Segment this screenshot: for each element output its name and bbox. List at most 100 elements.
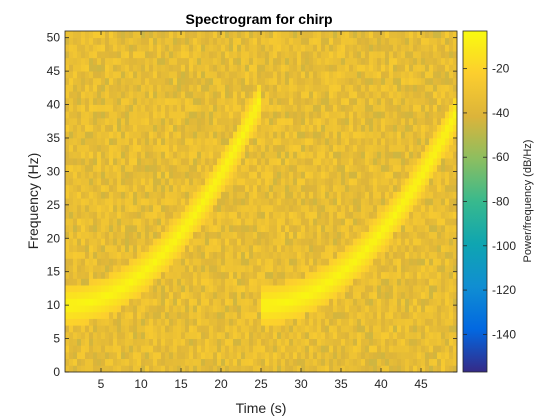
heatmap-cell: [357, 37, 362, 45]
heatmap-cell: [105, 158, 110, 166]
heatmap-cell: [225, 124, 230, 132]
heatmap-cell: [81, 131, 86, 139]
heatmap-cell: [269, 258, 274, 266]
heatmap-cell: [445, 198, 450, 206]
heatmap-cell: [205, 351, 210, 360]
heatmap-cell: [85, 184, 90, 192]
heatmap-cell: [281, 71, 286, 79]
heatmap-cell: [229, 224, 234, 232]
heatmap-cell: [233, 311, 238, 319]
heatmap-cell: [329, 218, 334, 226]
heatmap-cell: [153, 178, 158, 186]
heatmap-cell: [317, 158, 322, 166]
heatmap-cell: [365, 37, 370, 45]
heatmap-cell: [97, 298, 102, 306]
heatmap-cell: [297, 144, 302, 152]
heatmap-cell: [353, 91, 358, 99]
heatmap-cell: [369, 171, 374, 179]
heatmap-cell: [357, 231, 362, 239]
heatmap-cell: [281, 171, 286, 179]
heatmap-cell: [213, 265, 218, 273]
heatmap-cell: [109, 131, 114, 139]
heatmap-cell: [449, 117, 454, 126]
heatmap-cell: [433, 238, 438, 246]
heatmap-cell: [177, 104, 182, 112]
heatmap-cell: [117, 351, 122, 360]
heatmap-cell: [133, 178, 138, 186]
heatmap-cell: [305, 158, 310, 166]
heatmap-cell: [309, 51, 314, 59]
heatmap-cell: [277, 77, 282, 85]
heatmap-cell: [245, 291, 250, 299]
heatmap-cell: [221, 84, 226, 92]
heatmap-cell: [349, 51, 354, 59]
heatmap-cell: [425, 231, 430, 239]
heatmap-cell: [93, 285, 98, 293]
heatmap-cell: [161, 338, 166, 346]
heatmap-cell: [445, 191, 450, 199]
heatmap-cell: [85, 325, 90, 333]
heatmap-cell: [105, 31, 110, 39]
heatmap-cell: [241, 151, 246, 159]
heatmap-cell: [401, 258, 406, 266]
heatmap-cell: [449, 144, 454, 152]
heatmap-cell: [133, 184, 138, 192]
heatmap-cell: [229, 271, 234, 279]
heatmap-cell: [101, 231, 106, 239]
heatmap-cell: [285, 345, 290, 353]
heatmap-cell: [217, 311, 222, 319]
heatmap-cell: [145, 77, 150, 85]
heatmap-cell: [453, 258, 458, 266]
heatmap-cell: [277, 117, 282, 126]
heatmap-cell: [93, 151, 98, 159]
heatmap-cell: [353, 44, 358, 52]
heatmap-cell: [161, 258, 166, 266]
heatmap-cell: [93, 111, 98, 119]
heatmap-cell: [181, 151, 186, 159]
heatmap-cell: [161, 178, 166, 186]
heatmap-cell: [245, 131, 250, 139]
heatmap-cell: [381, 184, 386, 192]
heatmap-cell: [85, 137, 90, 146]
heatmap-cell: [137, 204, 142, 212]
heatmap-cell: [441, 184, 446, 192]
heatmap-cell: [285, 325, 290, 333]
heatmap-cell: [433, 218, 438, 226]
heatmap-cell: [221, 305, 226, 313]
heatmap-cell: [381, 331, 386, 339]
heatmap-cell: [285, 37, 290, 45]
heatmap-cell: [325, 44, 330, 52]
heatmap-cell: [441, 57, 446, 65]
heatmap-cell: [97, 285, 102, 293]
heatmap-cell: [345, 365, 350, 373]
heatmap-cell: [293, 91, 298, 99]
heatmap-cell: [69, 298, 74, 306]
heatmap-cell: [445, 104, 450, 112]
heatmap-cell: [73, 158, 78, 166]
heatmap-cell: [69, 71, 74, 79]
heatmap-cell: [373, 31, 378, 39]
heatmap-cell: [181, 51, 186, 59]
heatmap-cell: [77, 325, 82, 333]
heatmap-cell: [141, 345, 146, 353]
heatmap-cell: [293, 124, 298, 132]
heatmap-cell: [301, 117, 306, 126]
heatmap-cell: [229, 37, 234, 45]
heatmap-cell: [317, 258, 322, 266]
heatmap-cell: [397, 224, 402, 232]
heatmap-cell: [333, 358, 338, 366]
heatmap-cell: [357, 258, 362, 266]
heatmap-cell: [221, 31, 226, 39]
heatmap-cell: [417, 244, 422, 253]
heatmap-cell: [73, 198, 78, 206]
heatmap-cell: [221, 298, 226, 306]
heatmap-cell: [369, 84, 374, 92]
heatmap-cell: [325, 365, 330, 373]
heatmap-cell: [421, 184, 426, 192]
heatmap-cell: [177, 298, 182, 306]
heatmap-cell: [149, 124, 154, 132]
heatmap-cell: [281, 318, 286, 326]
heatmap-cell: [65, 358, 70, 366]
heatmap-cell: [109, 224, 114, 232]
heatmap-cell: [217, 117, 222, 126]
